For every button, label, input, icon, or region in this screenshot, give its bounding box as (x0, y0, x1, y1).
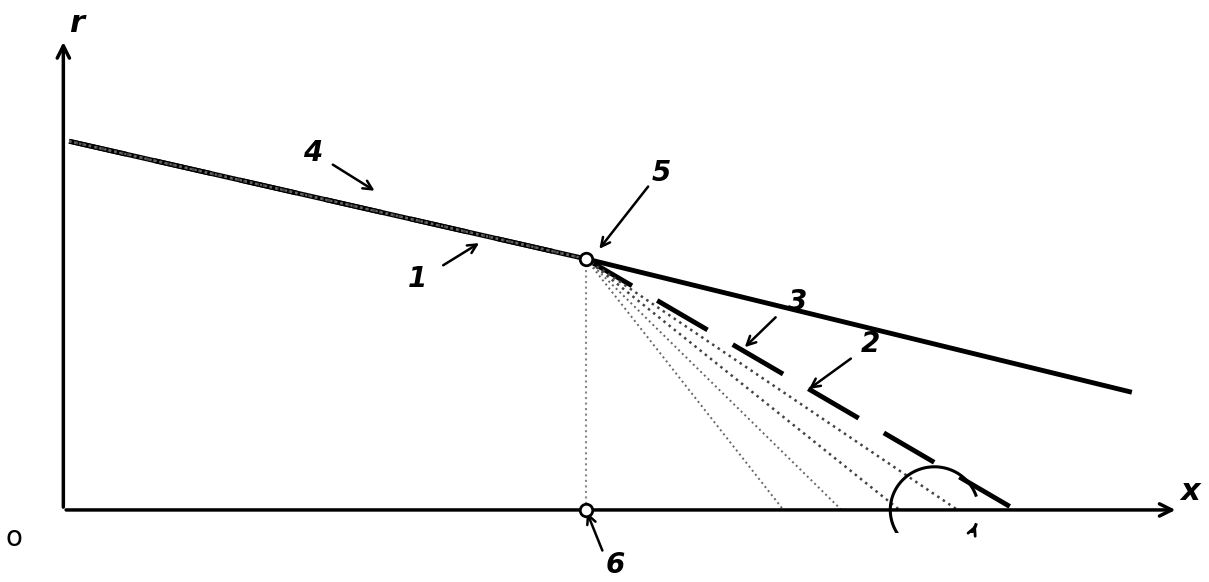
Text: 6: 6 (606, 551, 625, 579)
Text: r: r (69, 9, 85, 38)
Text: 2: 2 (861, 329, 880, 357)
Text: o: o (6, 524, 23, 552)
Text: 3: 3 (788, 288, 806, 316)
Text: 4: 4 (303, 139, 323, 167)
Text: 1: 1 (407, 264, 427, 293)
Text: 5: 5 (652, 158, 671, 187)
Text: x: x (1181, 477, 1201, 506)
